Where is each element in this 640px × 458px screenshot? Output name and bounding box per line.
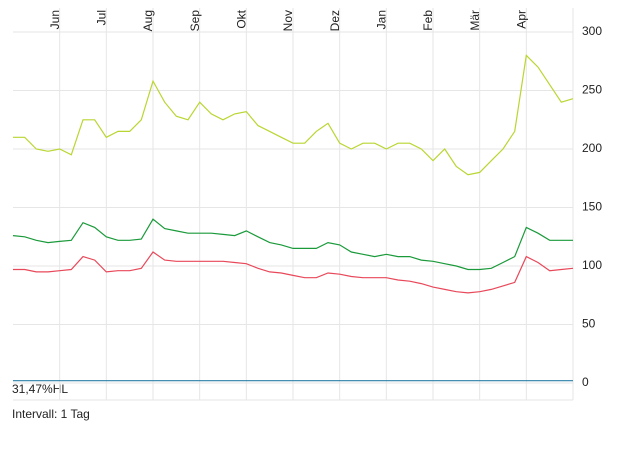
x-tick-label: Sep — [188, 10, 202, 32]
x-tick-label: Jul — [95, 10, 109, 25]
y-tick-label: 300 — [582, 24, 602, 38]
series-line — [12, 218, 573, 271]
x-tick-label: Jan — [375, 10, 389, 29]
y-tick-label: 250 — [582, 83, 602, 97]
x-tick-label: Aug — [141, 10, 155, 31]
series-line — [13, 54, 574, 176]
series-line — [13, 251, 574, 294]
x-tick-label: Apr — [515, 10, 529, 29]
y-tick-label: 200 — [582, 141, 602, 155]
x-tick-label: Nov — [281, 10, 295, 31]
y-tick-label: 50 — [582, 317, 596, 331]
x-tick-label: Okt — [235, 9, 249, 28]
annotation: 31,47%HL — [12, 382, 68, 396]
y-tick-label: 150 — [582, 200, 602, 214]
x-tick-label: Jun — [48, 10, 62, 29]
annotation: Intervall: 1 Tag — [12, 407, 90, 421]
x-tick-label: Mär — [468, 10, 482, 31]
x-tick-label: Dez — [328, 10, 342, 31]
x-tick-label: Feb — [421, 10, 435, 31]
y-tick-label: 100 — [582, 258, 602, 272]
y-tick-label: 0 — [582, 375, 589, 389]
